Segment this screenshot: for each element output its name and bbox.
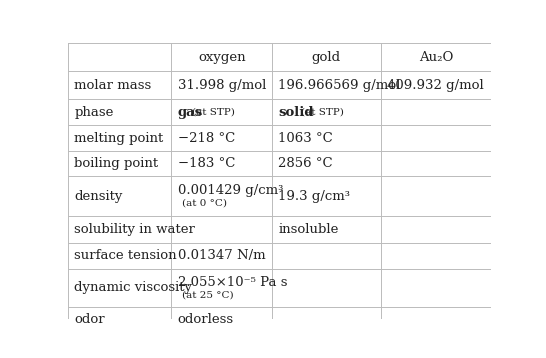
- Text: insoluble: insoluble: [278, 223, 339, 236]
- Text: density: density: [74, 190, 123, 203]
- Text: dynamic viscosity: dynamic viscosity: [74, 281, 192, 294]
- Text: solid: solid: [278, 106, 314, 119]
- Text: 1063 °C: 1063 °C: [278, 131, 333, 145]
- Text: solubility in water: solubility in water: [74, 223, 195, 236]
- Text: melting point: melting point: [74, 131, 164, 145]
- Text: 0.001429 g/cm³: 0.001429 g/cm³: [177, 184, 283, 197]
- Text: Au₂O: Au₂O: [419, 51, 453, 64]
- Text: 2.055×10⁻⁵ Pa s: 2.055×10⁻⁵ Pa s: [177, 276, 287, 289]
- Text: (at STP): (at STP): [301, 108, 344, 117]
- Text: odor: odor: [74, 313, 105, 326]
- Text: surface tension: surface tension: [74, 250, 177, 262]
- Text: boiling point: boiling point: [74, 157, 158, 170]
- Text: (at STP): (at STP): [192, 108, 235, 117]
- Text: gold: gold: [312, 51, 341, 64]
- Text: oxygen: oxygen: [198, 51, 246, 64]
- Text: 31.998 g/mol: 31.998 g/mol: [177, 79, 266, 92]
- Text: (at 25 °C): (at 25 °C): [182, 290, 234, 299]
- Text: (at 0 °C): (at 0 °C): [182, 199, 227, 208]
- Text: 19.3 g/cm³: 19.3 g/cm³: [278, 190, 351, 203]
- Text: −183 °C: −183 °C: [177, 157, 235, 170]
- Text: molar mass: molar mass: [74, 79, 152, 92]
- Text: 2856 °C: 2856 °C: [278, 157, 333, 170]
- Text: 409.932 g/mol: 409.932 g/mol: [387, 79, 484, 92]
- Text: −218 °C: −218 °C: [177, 131, 235, 145]
- Text: odorless: odorless: [177, 313, 234, 326]
- Text: 196.966569 g/mol: 196.966569 g/mol: [278, 79, 401, 92]
- Text: 0.01347 N/m: 0.01347 N/m: [177, 250, 265, 262]
- Text: gas: gas: [177, 106, 203, 119]
- Text: phase: phase: [74, 106, 114, 119]
